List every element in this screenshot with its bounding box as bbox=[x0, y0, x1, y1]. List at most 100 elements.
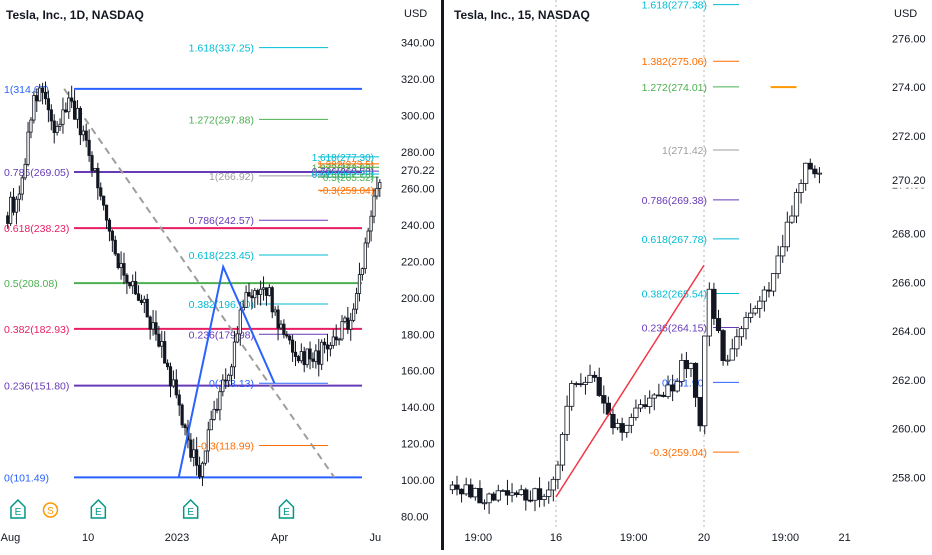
right-candle-body bbox=[761, 289, 767, 302]
right-candle-body bbox=[770, 273, 777, 292]
left-candle-body bbox=[72, 100, 77, 120]
right-candle-body bbox=[780, 246, 786, 257]
right-x-tick-label: 19:00 bbox=[772, 532, 800, 544]
right-red-trendline bbox=[555, 264, 705, 498]
right-candle-body bbox=[752, 307, 758, 314]
right-candle-body bbox=[674, 380, 680, 392]
left-candle-body bbox=[206, 429, 210, 452]
right-candle-body bbox=[555, 464, 561, 480]
left-candle-body bbox=[160, 341, 164, 347]
left-candle-body bbox=[317, 350, 321, 365]
left-candle-body bbox=[290, 339, 295, 353]
right-candle-body bbox=[578, 383, 584, 386]
left-candle-body bbox=[314, 350, 318, 362]
right-candle-body bbox=[564, 405, 570, 435]
earnings-event-icon bbox=[278, 498, 295, 519]
right-candle-body bbox=[546, 489, 552, 497]
earnings-event-icon bbox=[90, 498, 107, 519]
left-ext-fib-label: 0.618(223.45) bbox=[189, 250, 254, 262]
left-trend-fib-label: 0.382(182.93) bbox=[4, 324, 69, 336]
right-candle-body bbox=[748, 312, 754, 318]
left-trend-fib-label: 0.618(238.23) bbox=[4, 223, 69, 235]
right-candle-body bbox=[665, 384, 671, 397]
left-candle-body bbox=[227, 374, 231, 382]
left-candle-body bbox=[349, 319, 353, 330]
right-x-tick-label: 16 bbox=[550, 532, 562, 544]
left-candle-body bbox=[87, 139, 91, 156]
left-candle-body bbox=[107, 219, 112, 232]
right-candle-body bbox=[702, 335, 708, 427]
earnings-event-icon bbox=[10, 498, 26, 519]
right-candle-body bbox=[550, 478, 556, 491]
right-y-tick-label: 276.00 bbox=[892, 33, 926, 45]
right-candle-body bbox=[458, 488, 465, 495]
left-candle-body bbox=[293, 351, 298, 357]
left-candle-body bbox=[136, 293, 141, 301]
right-price-axis bbox=[886, 0, 932, 550]
left-candle-body bbox=[99, 187, 103, 197]
left-candle-body bbox=[23, 163, 27, 179]
right-candle-body bbox=[541, 495, 547, 500]
left-y-tick-label: 180.00 bbox=[401, 329, 435, 341]
left-chart-title: Tesla, Inc., 1D, NASDAQ bbox=[6, 8, 144, 22]
right-y-tick-label: 274.00 bbox=[892, 82, 926, 94]
left-candle-body bbox=[261, 287, 266, 290]
left-plot-area[interactable]: 80.00 100.00 120.00 140.00 160.00 180.00 200.0… bbox=[1, 0, 441, 550]
left-candle-body bbox=[55, 125, 59, 133]
right-candle-body bbox=[633, 407, 639, 418]
left-currency-label: USD bbox=[404, 8, 428, 20]
left-candle-body bbox=[81, 130, 85, 136]
left-candle-body bbox=[372, 195, 376, 217]
left-candle-body bbox=[375, 187, 379, 197]
left-candle-body bbox=[197, 464, 202, 477]
left-candle-body bbox=[148, 316, 152, 330]
left-trend-fib-label: 0(101.49) bbox=[4, 472, 49, 484]
earnings-event-icon bbox=[182, 498, 199, 519]
right-candle-body bbox=[798, 183, 804, 193]
left-price-axis bbox=[397, 0, 441, 550]
right-candle-body bbox=[789, 215, 795, 223]
left-candle-body bbox=[238, 309, 242, 335]
right-candle-body bbox=[738, 328, 745, 338]
right-candle-body bbox=[596, 377, 602, 396]
right-candle-body bbox=[486, 493, 492, 504]
right-x-tick-label: 19:00 bbox=[620, 532, 648, 544]
right-candle-body bbox=[784, 221, 790, 248]
right-candle-body bbox=[491, 493, 497, 501]
left-x-tick-label: 2023 bbox=[165, 532, 189, 544]
left-candle-body bbox=[134, 281, 138, 295]
left-candle-body bbox=[183, 424, 187, 428]
right-x-tick-label: 20 bbox=[698, 532, 710, 544]
right-candle-body bbox=[757, 300, 763, 309]
pane-divider[interactable] bbox=[441, 0, 444, 550]
right-candle-body bbox=[683, 359, 689, 370]
left-candle-body bbox=[221, 379, 225, 393]
left-candle-body bbox=[325, 344, 330, 350]
left-candle-body bbox=[67, 97, 71, 113]
left-candle-body bbox=[308, 348, 312, 360]
right-candle-body bbox=[637, 404, 644, 409]
left-candle-body bbox=[61, 109, 65, 125]
right-y-tick-label: 272.00 bbox=[892, 131, 926, 143]
left-candle-body bbox=[218, 391, 222, 411]
left-y-tick-label: 200.00 bbox=[401, 293, 435, 305]
left-candle-body bbox=[131, 281, 135, 287]
left-candle-body bbox=[64, 109, 68, 113]
right-candle-body bbox=[509, 492, 515, 496]
left-candle-body bbox=[209, 419, 213, 431]
right-candle-body bbox=[734, 336, 740, 350]
left-trend-fib-label: 0.5(208.08) bbox=[4, 278, 58, 290]
right-y-tick-label: 268.00 bbox=[892, 229, 926, 241]
right-plot-area[interactable]: 258.00 260.00 262.00 264.00 266.00 268.00 270.… bbox=[449, 0, 932, 550]
left-candle-body bbox=[46, 98, 51, 111]
left-candle-body bbox=[256, 290, 260, 295]
right-candle-body bbox=[812, 168, 818, 175]
left-x-tick-label: Apr bbox=[271, 532, 288, 544]
left-y-tick-label: 320.00 bbox=[401, 74, 435, 86]
left-y-tick-label: 220.00 bbox=[401, 256, 435, 268]
right-candle-body bbox=[803, 162, 809, 184]
right-x-tick-label: 21 bbox=[838, 532, 850, 544]
left-last-price-label: 270.22 bbox=[401, 165, 435, 177]
